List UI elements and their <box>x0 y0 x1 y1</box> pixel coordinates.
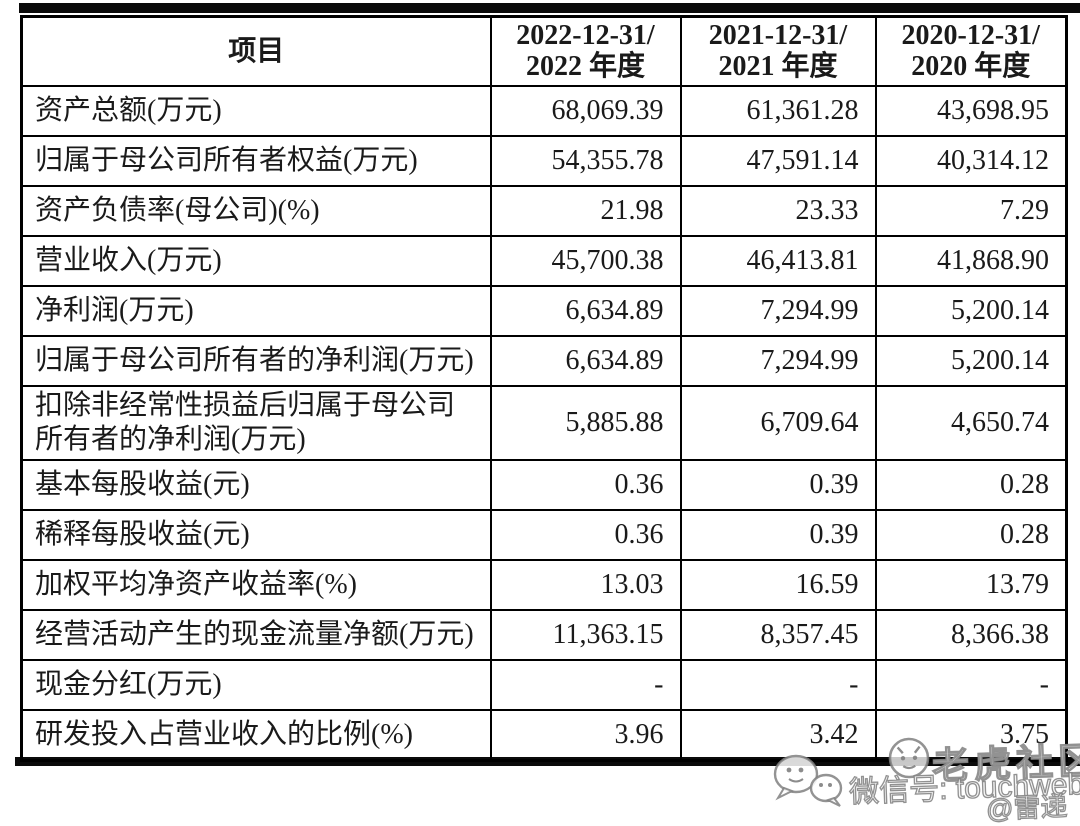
header-2021: 2021-12-31/ 2021 年度 <box>679 15 877 87</box>
row-label: 营业收入(万元) <box>20 234 492 287</box>
author-handle-watermark: @雷递 <box>985 791 1069 825</box>
value-cell: 7,294.99 <box>679 334 877 387</box>
header-2020-year: 2020 年度 <box>911 51 1031 83</box>
value-cell: - <box>874 659 1068 712</box>
row-label: 扣除非经常性损益后归属于母公司所有者的净利润(万元) <box>20 384 492 462</box>
row-label: 经营活动产生的现金流量净额(万元) <box>20 609 492 662</box>
header-2020-date: 2020-12-31/ <box>901 20 1040 51</box>
value-cell: 13.79 <box>874 559 1068 612</box>
financial-summary-table: 项目 2022-12-31/ 2022 年度 2021-12-31/ 2021 … <box>20 15 1068 762</box>
header-2020: 2020-12-31/ 2020 年度 <box>874 15 1068 87</box>
value-cell: 41,868.90 <box>874 234 1068 287</box>
value-cell: - <box>489 659 682 712</box>
value-cell: 61,361.28 <box>679 84 877 137</box>
top-divider-bar <box>19 3 1080 13</box>
value-cell: 6,709.64 <box>679 384 877 462</box>
header-2022-date: 2022-12-31/ <box>516 20 655 51</box>
value-cell: 47,591.14 <box>679 134 877 187</box>
row-label: 加权平均净资产收益率(%) <box>20 559 492 612</box>
table-row-net-profit: 净利润(万元) 6,634.89 7,294.99 5,200.14 <box>20 284 1068 337</box>
row-label: 稀释每股收益(元) <box>20 509 492 562</box>
value-cell: 40,314.12 <box>874 134 1068 187</box>
value-cell: 54,355.78 <box>489 134 682 187</box>
wechat-icon <box>773 754 843 807</box>
header-2022-year: 2022 年度 <box>525 51 645 83</box>
value-cell: 6,634.89 <box>489 284 682 337</box>
value-cell: 0.36 <box>489 459 682 512</box>
table-row-revenue: 营业收入(万元) 45,700.38 46,413.81 41,868.90 <box>20 234 1068 287</box>
value-cell: 23.33 <box>679 184 877 237</box>
table-row-operating-cashflow: 经营活动产生的现金流量净额(万元) 11,363.15 8,357.45 8,3… <box>20 609 1068 662</box>
value-cell: 8,357.45 <box>679 609 877 662</box>
value-cell: 46,413.81 <box>679 234 877 287</box>
row-label: 资产负债率(母公司)(%) <box>20 184 492 237</box>
row-label: 资产总额(万元) <box>20 84 492 137</box>
row-label: 基本每股收益(元) <box>20 459 492 512</box>
value-cell: 7.29 <box>874 184 1068 237</box>
value-cell: 68,069.39 <box>489 84 682 137</box>
row-label: 归属于母公司所有者的净利润(万元) <box>20 334 492 387</box>
table-row-debt-ratio: 资产负债率(母公司)(%) 21.98 23.33 7.29 <box>20 184 1068 237</box>
table-row-total-assets: 资产总额(万元) 68,069.39 61,361.28 43,698.95 <box>20 84 1068 137</box>
value-cell: 0.28 <box>874 459 1068 512</box>
row-label: 归属于母公司所有者权益(万元) <box>20 134 492 187</box>
value-cell: 21.98 <box>489 184 682 237</box>
value-cell: 6,634.89 <box>489 334 682 387</box>
value-cell: 13.03 <box>489 559 682 612</box>
value-cell: 4,650.74 <box>874 384 1068 462</box>
row-label: 现金分红(万元) <box>20 659 492 712</box>
value-cell: 5,200.14 <box>874 284 1068 337</box>
table-header-row: 项目 2022-12-31/ 2022 年度 2021-12-31/ 2021 … <box>20 15 1068 87</box>
row-label: 研发投入占营业收入的比例(%) <box>20 709 492 762</box>
value-cell: 3.42 <box>679 709 877 762</box>
table-row-basic-eps: 基本每股收益(元) 0.36 0.39 0.28 <box>20 459 1068 512</box>
value-cell: 5,885.88 <box>489 384 682 462</box>
value-cell: 7,294.99 <box>679 284 877 337</box>
table-row-deducted-net-profit: 扣除非经常性损益后归属于母公司所有者的净利润(万元) 5,885.88 6,70… <box>20 384 1068 462</box>
table-row-parent-equity: 归属于母公司所有者权益(万元) 54,355.78 47,591.14 40,3… <box>20 134 1068 187</box>
value-cell: 16.59 <box>679 559 877 612</box>
table-row-diluted-eps: 稀释每股收益(元) 0.36 0.39 0.28 <box>20 509 1068 562</box>
tiger-logo-icon <box>888 737 930 779</box>
value-cell: 11,363.15 <box>489 609 682 662</box>
header-2021-year: 2021 年度 <box>718 51 838 83</box>
value-cell: 0.39 <box>679 459 877 512</box>
table-row-parent-net-profit: 归属于母公司所有者的净利润(万元) 6,634.89 7,294.99 5,20… <box>20 334 1068 387</box>
value-cell: 0.39 <box>679 509 877 562</box>
value-cell: 43,698.95 <box>874 84 1068 137</box>
value-cell: - <box>679 659 877 712</box>
value-cell: 8,366.38 <box>874 609 1068 662</box>
table-row-weighted-roe: 加权平均净资产收益率(%) 13.03 16.59 13.79 <box>20 559 1068 612</box>
table-row-cash-dividend: 现金分红(万元) - - - <box>20 659 1068 712</box>
value-cell: 45,700.38 <box>489 234 682 287</box>
value-cell: 5,200.14 <box>874 334 1068 387</box>
value-cell: 0.36 <box>489 509 682 562</box>
value-cell: 0.28 <box>874 509 1068 562</box>
header-2022: 2022-12-31/ 2022 年度 <box>489 15 682 87</box>
header-item: 项目 <box>20 15 492 87</box>
row-label: 净利润(万元) <box>20 284 492 337</box>
header-2021-date: 2021-12-31/ <box>708 20 848 51</box>
value-cell: 3.96 <box>489 709 682 762</box>
